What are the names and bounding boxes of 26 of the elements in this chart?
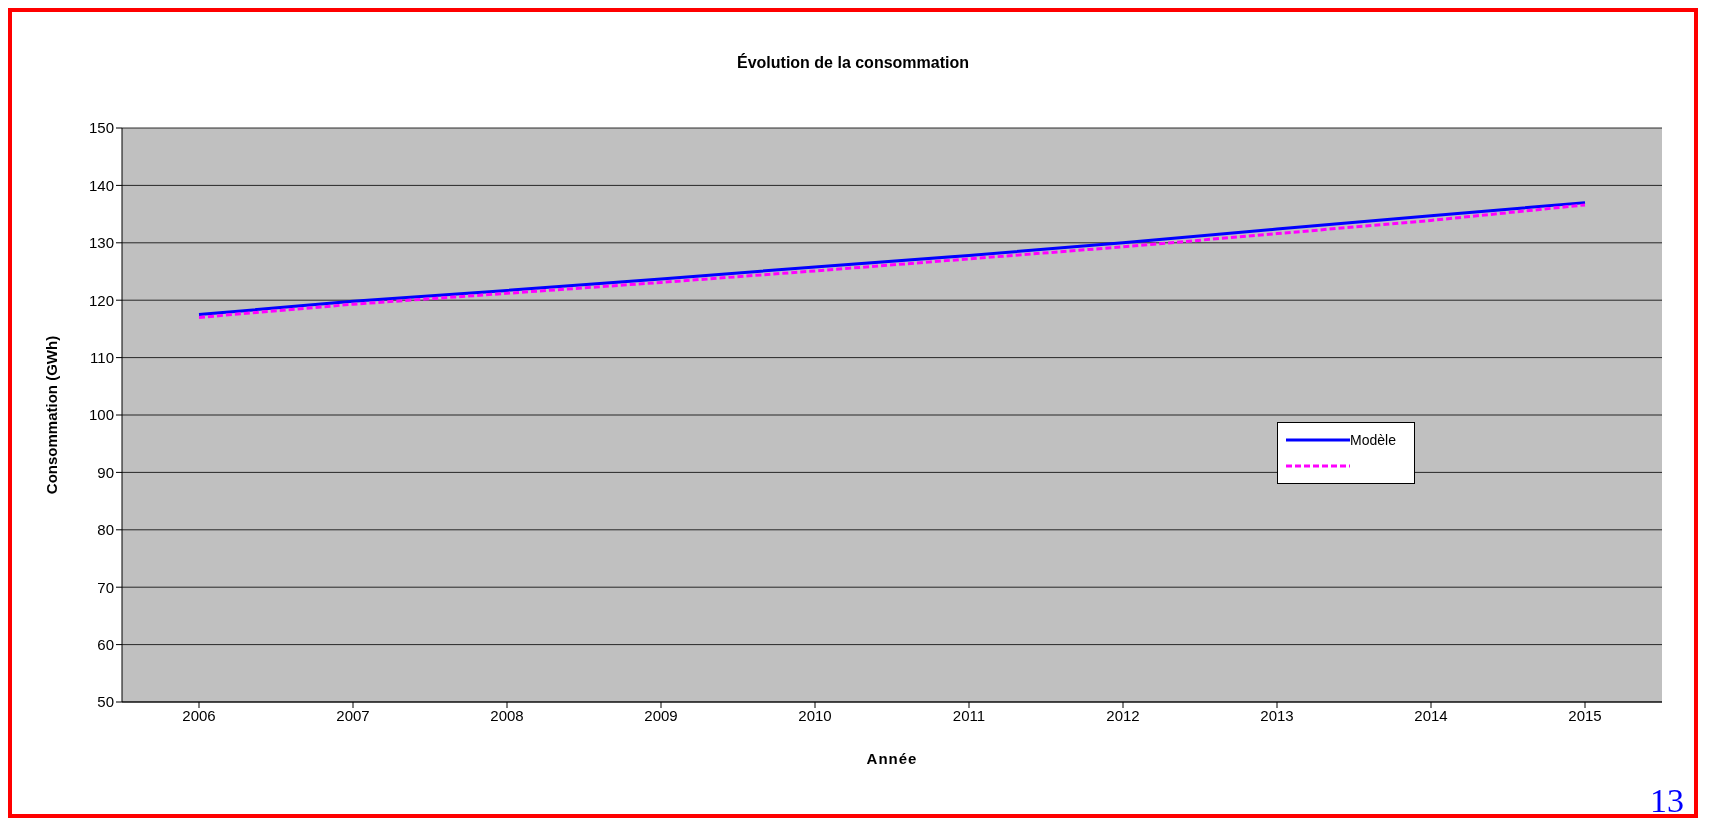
x-tick-label: 2012 [1106,706,1140,724]
y-tick-label: 150 [88,119,114,137]
legend-label: Modèle [1350,432,1396,448]
y-tick-label: 140 [88,176,114,194]
x-tick-label: 2014 [1414,706,1448,724]
x-tick-label: 2008 [490,706,524,724]
y-tick-label: 120 [88,291,114,309]
chart-title: Évolution de la consommation [736,54,970,72]
x-tick-label: 2015 [1568,706,1602,724]
y-tick-label: 100 [88,406,114,424]
y-tick-label: 80 [97,521,114,539]
y-axis-title: Consommation (GWh) [43,335,61,495]
y-tick-label: 130 [88,234,114,252]
x-tick-label: 2007 [336,706,370,724]
y-tick-label: 60 [97,635,114,653]
x-tick-label: 2011 [952,706,986,724]
x-axis-title: Année [866,750,918,767]
y-tick-label: 110 [90,348,114,366]
y-tick-label: 90 [97,463,114,481]
x-tick-label: 2009 [644,706,678,724]
text: 13 [1650,782,1684,820]
y-tick-label: 70 [97,578,114,596]
x-tick-label: 2013 [1260,706,1294,724]
x-tick-label: 2006 [182,706,216,724]
x-tick-label: 2010 [798,706,832,724]
y-tick-label: 50 [97,693,114,711]
